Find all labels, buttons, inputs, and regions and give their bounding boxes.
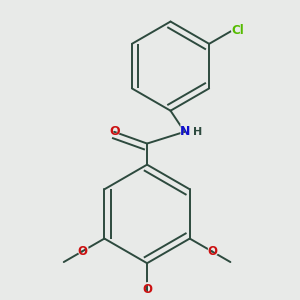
Text: N: N — [178, 124, 191, 139]
Text: O: O — [142, 283, 152, 296]
Text: O: O — [207, 245, 217, 258]
Text: H: H — [194, 128, 203, 137]
Text: O: O — [77, 245, 87, 258]
Text: Cl: Cl — [230, 23, 245, 38]
Text: N: N — [179, 125, 190, 138]
Text: Cl: Cl — [231, 24, 244, 38]
Text: O: O — [206, 244, 218, 259]
Text: O: O — [141, 281, 153, 296]
Text: O: O — [76, 244, 88, 259]
Text: O: O — [108, 124, 121, 139]
Text: O: O — [109, 125, 119, 138]
